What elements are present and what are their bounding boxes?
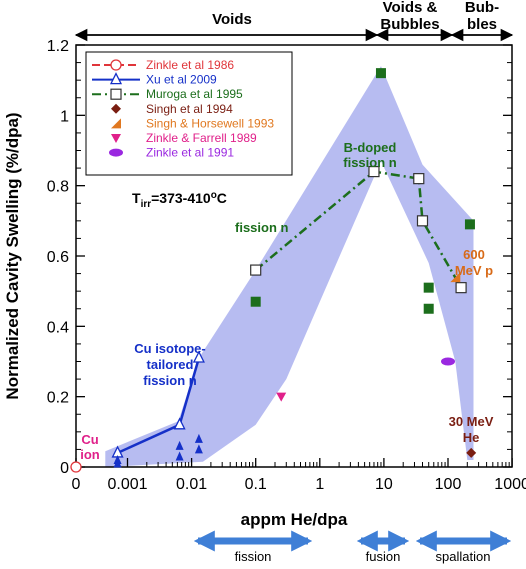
- data-point: [250, 264, 262, 276]
- mev-he-label-1: 30 MeV: [449, 414, 494, 429]
- y-tick-label: 1: [60, 108, 69, 125]
- data-point: [175, 451, 184, 461]
- y-axis-ticks: 0 0.2 0.4 0.6 0.8 1 1.2: [47, 38, 512, 477]
- fission-arrow-label: fission: [235, 549, 272, 564]
- x-tick-label: 0: [72, 476, 81, 493]
- legend-marker: [111, 134, 121, 143]
- legend-label: Singh et al 1994: [146, 102, 233, 116]
- data-point: [464, 219, 475, 230]
- data-point: [441, 357, 455, 366]
- legend-label: Singh & Horsewell 1993: [146, 116, 274, 130]
- fission-n-label: fission n: [235, 220, 289, 235]
- y-tick-label: 0.8: [47, 179, 69, 196]
- legend-marker: [109, 148, 123, 157]
- x-tick-label: 1: [315, 476, 324, 493]
- data-point: [375, 68, 386, 79]
- data-point: [423, 282, 434, 293]
- series-markers: [70, 68, 477, 473]
- legend-label: Muroga et al 1995: [146, 87, 243, 101]
- cu-isotope-label-1: Cu isotope-: [134, 341, 206, 356]
- data-point: [466, 447, 477, 458]
- y-tick-label: 0.2: [47, 390, 69, 407]
- b-doped-label-1: B-doped: [344, 140, 397, 155]
- data-point: [250, 296, 261, 307]
- legend-label: Zinkle et al 1986: [146, 58, 234, 72]
- legend-label: Zinkle & Farrell 1989: [146, 131, 257, 145]
- data-point: [194, 444, 203, 454]
- data-point: [113, 458, 122, 468]
- x-tick-label: 1000: [494, 476, 526, 493]
- data-point: [194, 433, 203, 443]
- source-arrows: fission fusion spallation: [193, 530, 512, 564]
- data-point: [173, 417, 186, 430]
- data-point: [450, 272, 461, 283]
- y-tick-label: 0.4: [47, 319, 69, 336]
- data-point: [416, 215, 429, 227]
- b-doped-label-2: fission n: [343, 155, 397, 170]
- legend-label: Xu et al 2009: [146, 73, 217, 87]
- cu-isotope-label-3: fission n: [143, 373, 197, 388]
- data-point: [455, 282, 467, 294]
- cu-ion-label-2: ion: [80, 447, 100, 462]
- cu-ion-label-1: Cu: [81, 432, 98, 447]
- fusion-arrow-label: fusion: [366, 549, 401, 564]
- regime-header: Voids Voids & Bubbles Bub- bles: [74, 0, 514, 42]
- data-point: [368, 166, 380, 178]
- spallation-arrow-label: spallation: [436, 549, 491, 564]
- mev-p-label-2: MeV p: [455, 263, 493, 278]
- regime-label-voids-bubbles-1: Voids &: [383, 0, 438, 16]
- data-point: [276, 392, 287, 402]
- temperature-annotation: Tirr=373-410oC: [132, 190, 227, 210]
- legend-marker: [111, 118, 121, 129]
- x-axis-ticks: 0 0.001 0.01 0.1 1 10 100 1000: [72, 458, 526, 493]
- mev-he-label-2: He: [463, 430, 480, 445]
- x-tick-label: 10: [375, 476, 393, 493]
- regime-label-bubbles-1: Bub-: [465, 0, 499, 16]
- x-tick-label: 0.001: [107, 476, 147, 493]
- data-point: [413, 173, 425, 185]
- cu-isotope-label-2: tailored: [147, 357, 194, 372]
- regime-label-bubbles-2: bles: [467, 16, 497, 33]
- data-point: [70, 461, 82, 473]
- annotations: Tirr=373-410oC B-doped fission n fission…: [80, 140, 493, 462]
- data-point: [423, 303, 434, 314]
- regime-label-voids-bubbles-2: Bubbles: [380, 16, 439, 33]
- legend-marker: [110, 88, 122, 100]
- x-tick-label: 0.01: [176, 476, 207, 493]
- x-tick-label: 100: [435, 476, 462, 493]
- legend-marker: [110, 59, 122, 71]
- data-point: [175, 440, 184, 450]
- series-line: [254, 170, 463, 289]
- legend-marker: [111, 103, 121, 114]
- y-tick-label: 0.6: [47, 249, 69, 266]
- y-tick-label: 0: [60, 460, 69, 477]
- y-axis-title: Normalized Cavity Swelling (%/dpa): [3, 112, 22, 399]
- regime-label-voids: Voids: [212, 11, 252, 28]
- x-axis-title: appm He/dpa: [241, 510, 348, 529]
- x-tick-label: 0.1: [245, 476, 267, 493]
- data-point: [192, 350, 205, 363]
- legend-marker: [109, 72, 123, 85]
- legend-label: Zinkle et al 1991: [146, 146, 234, 160]
- mev-p-label-1: 600: [463, 247, 485, 262]
- y-tick-label: 1.2: [47, 38, 69, 55]
